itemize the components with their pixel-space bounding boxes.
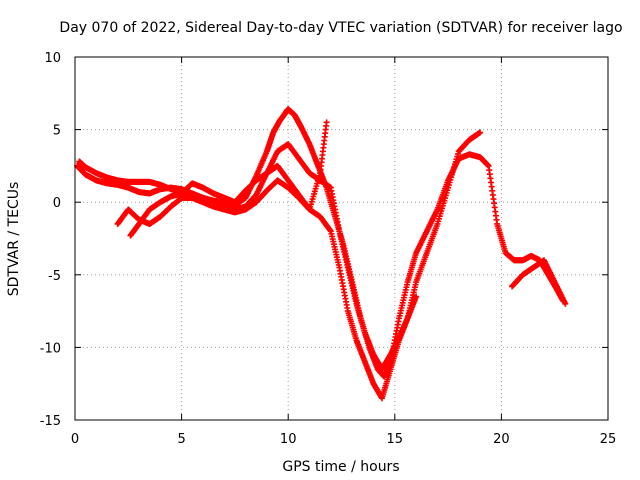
series-track-5 (509, 257, 569, 307)
y-tick-label: 0 (53, 196, 61, 211)
grid (75, 57, 608, 420)
axes: 0 5 10 15 20 25 -15 -10 -5 0 5 10 (40, 51, 617, 447)
series-track-4 (127, 119, 330, 239)
x-tick-label: 5 (177, 432, 185, 447)
x-tick-label: 20 (493, 432, 510, 447)
chart-title: Day 070 of 2022, Sidereal Day-to-day VTE… (59, 20, 622, 36)
x-tick-label: 25 (600, 432, 617, 447)
x-tick-label: 10 (280, 432, 297, 447)
x-tick-label: 15 (387, 432, 404, 447)
y-tick-label: 5 (53, 124, 61, 139)
x-tick-label: 0 (71, 432, 79, 447)
data-point (413, 293, 420, 300)
plot-frame (74, 56, 609, 421)
y-axis-label: SDTVAR / TECUs (6, 182, 22, 297)
data-point (477, 129, 484, 136)
plot-area (74, 106, 569, 402)
y-tick-label: -5 (48, 269, 61, 284)
series-track-1 (74, 106, 567, 380)
x-axis-label: GPS time / hours (282, 459, 399, 475)
y-tick-label: -10 (40, 341, 61, 356)
y-tick-label: -15 (40, 414, 61, 429)
data-point (562, 300, 569, 307)
data-point (323, 119, 330, 126)
y-tick-label: 10 (44, 51, 61, 66)
series-track-3 (114, 177, 420, 402)
